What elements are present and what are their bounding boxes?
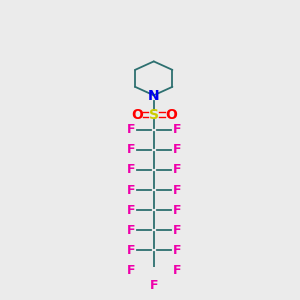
Text: F: F: [126, 123, 135, 136]
Text: F: F: [172, 203, 181, 217]
Text: N: N: [148, 89, 160, 103]
Text: O: O: [165, 107, 177, 122]
Text: F: F: [126, 244, 135, 256]
Text: F: F: [149, 279, 158, 292]
Text: F: F: [126, 184, 135, 196]
Text: F: F: [126, 224, 135, 236]
Text: F: F: [172, 123, 181, 136]
Text: F: F: [172, 244, 181, 256]
Text: S: S: [149, 107, 159, 122]
Text: F: F: [172, 164, 181, 176]
Text: F: F: [172, 224, 181, 236]
Text: O: O: [131, 107, 143, 122]
Text: F: F: [172, 143, 181, 157]
Text: F: F: [172, 264, 181, 277]
Text: F: F: [126, 203, 135, 217]
Text: F: F: [126, 143, 135, 157]
Text: F: F: [126, 164, 135, 176]
Text: F: F: [126, 264, 135, 277]
Text: F: F: [172, 184, 181, 196]
